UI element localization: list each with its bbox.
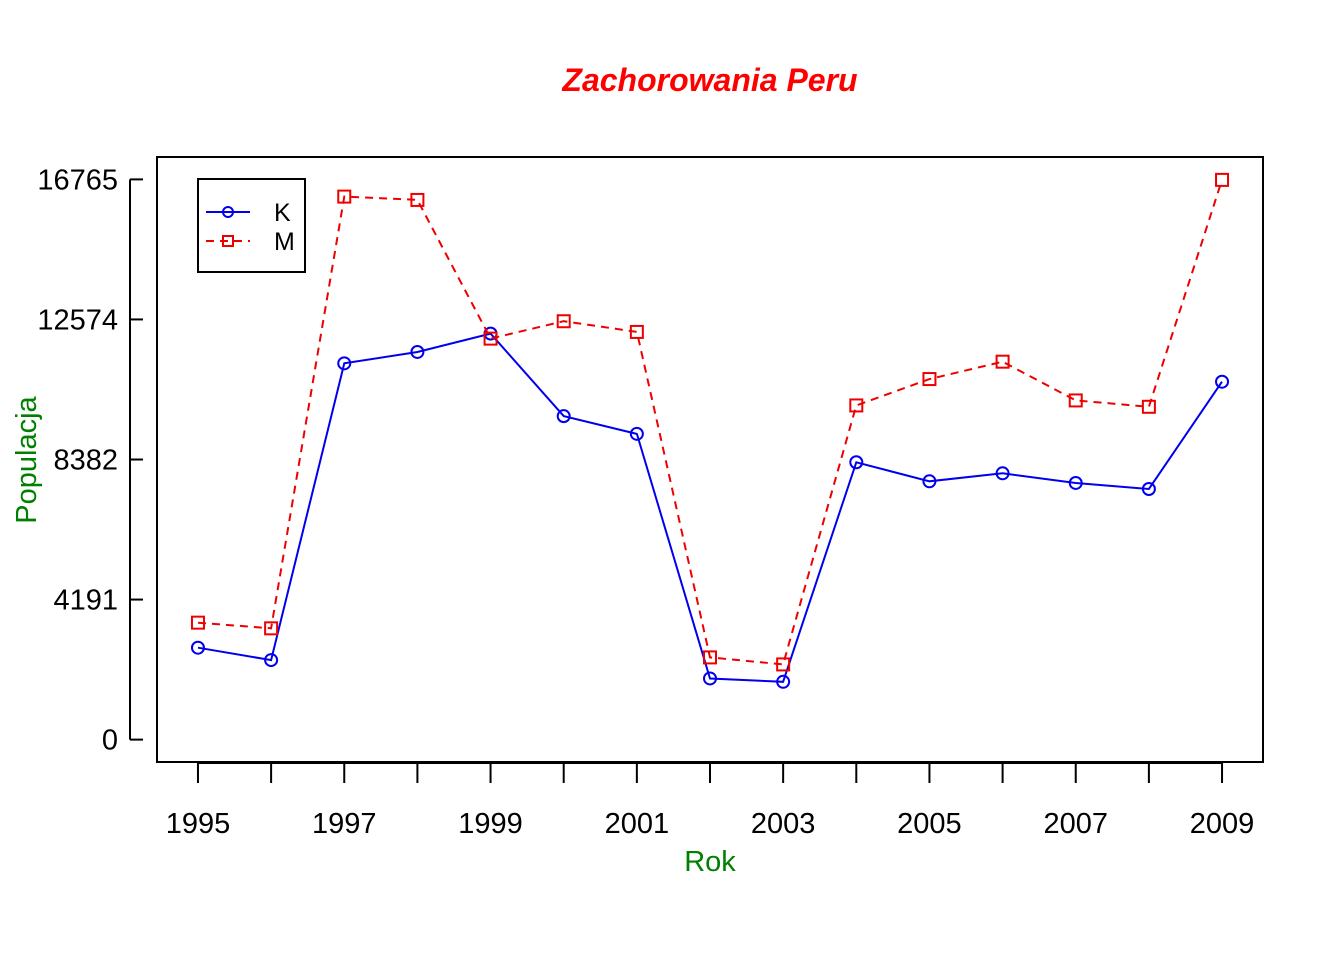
legend-label: K xyxy=(274,199,291,227)
data-point xyxy=(1141,399,1156,414)
data-point xyxy=(703,650,717,665)
x-tick-label: 2007 xyxy=(1043,808,1108,840)
legend: KM xyxy=(197,178,306,273)
y-tick-label: 16765 xyxy=(37,164,118,196)
data-point xyxy=(556,409,571,424)
data-point xyxy=(1141,481,1156,496)
data-point xyxy=(849,455,864,470)
y-axis-label: Populacja xyxy=(11,395,43,523)
series-line-M xyxy=(197,179,1223,666)
data-point xyxy=(264,653,279,668)
data-point xyxy=(849,398,864,413)
x-axis-label: Rok xyxy=(684,846,736,878)
x-tick-label: 2001 xyxy=(605,808,670,840)
x-tick-label: 1995 xyxy=(166,808,231,840)
series-K xyxy=(190,326,1230,689)
y-tick-label: 8382 xyxy=(53,445,118,477)
x-axis: 1995 1997 1999 2001 2003 2005 2007 2009 xyxy=(166,762,1255,840)
data-point xyxy=(1068,475,1083,490)
legend-item-M: M xyxy=(206,228,295,256)
data-point xyxy=(922,474,937,489)
y-tick-label: 12574 xyxy=(37,304,118,336)
data-point xyxy=(410,192,425,207)
data-point xyxy=(190,640,205,655)
data-point xyxy=(703,671,717,686)
data-point xyxy=(410,344,425,359)
data-point xyxy=(337,189,352,204)
legend-marker xyxy=(222,206,234,218)
data-point xyxy=(1068,393,1083,408)
legend-marker xyxy=(222,235,234,247)
x-tick-label: 2003 xyxy=(751,808,816,840)
chart-title: Zachorowania Peru xyxy=(561,62,857,98)
data-point xyxy=(190,615,205,630)
data-point xyxy=(629,324,644,339)
x-tick-label: 2009 xyxy=(1190,808,1255,840)
data-point xyxy=(1215,172,1230,187)
x-tick-label: 1999 xyxy=(458,808,523,840)
data-point xyxy=(1215,374,1230,389)
data-point xyxy=(483,331,498,346)
series-layer xyxy=(190,172,1230,689)
data-point xyxy=(264,621,279,636)
data-point xyxy=(556,314,571,329)
y-tick-label: 4191 xyxy=(53,585,118,617)
data-point xyxy=(995,354,1010,369)
plot-frame xyxy=(156,156,1264,763)
y-tick-label: 0 xyxy=(102,725,118,757)
data-point xyxy=(337,356,352,371)
data-point xyxy=(995,466,1010,481)
y-axis: 0 4191 8382 12574 16765 xyxy=(37,164,143,757)
legend-item-K: K xyxy=(206,199,291,227)
x-tick-label: 2005 xyxy=(897,808,962,840)
x-tick-label: 1997 xyxy=(312,808,377,840)
data-point xyxy=(776,657,791,672)
series-line-K xyxy=(197,332,1223,683)
legend-label: M xyxy=(274,228,295,256)
legend-box xyxy=(197,178,306,273)
data-point xyxy=(629,426,644,441)
data-point xyxy=(922,372,937,387)
series-M xyxy=(190,172,1230,672)
data-point xyxy=(776,674,791,689)
